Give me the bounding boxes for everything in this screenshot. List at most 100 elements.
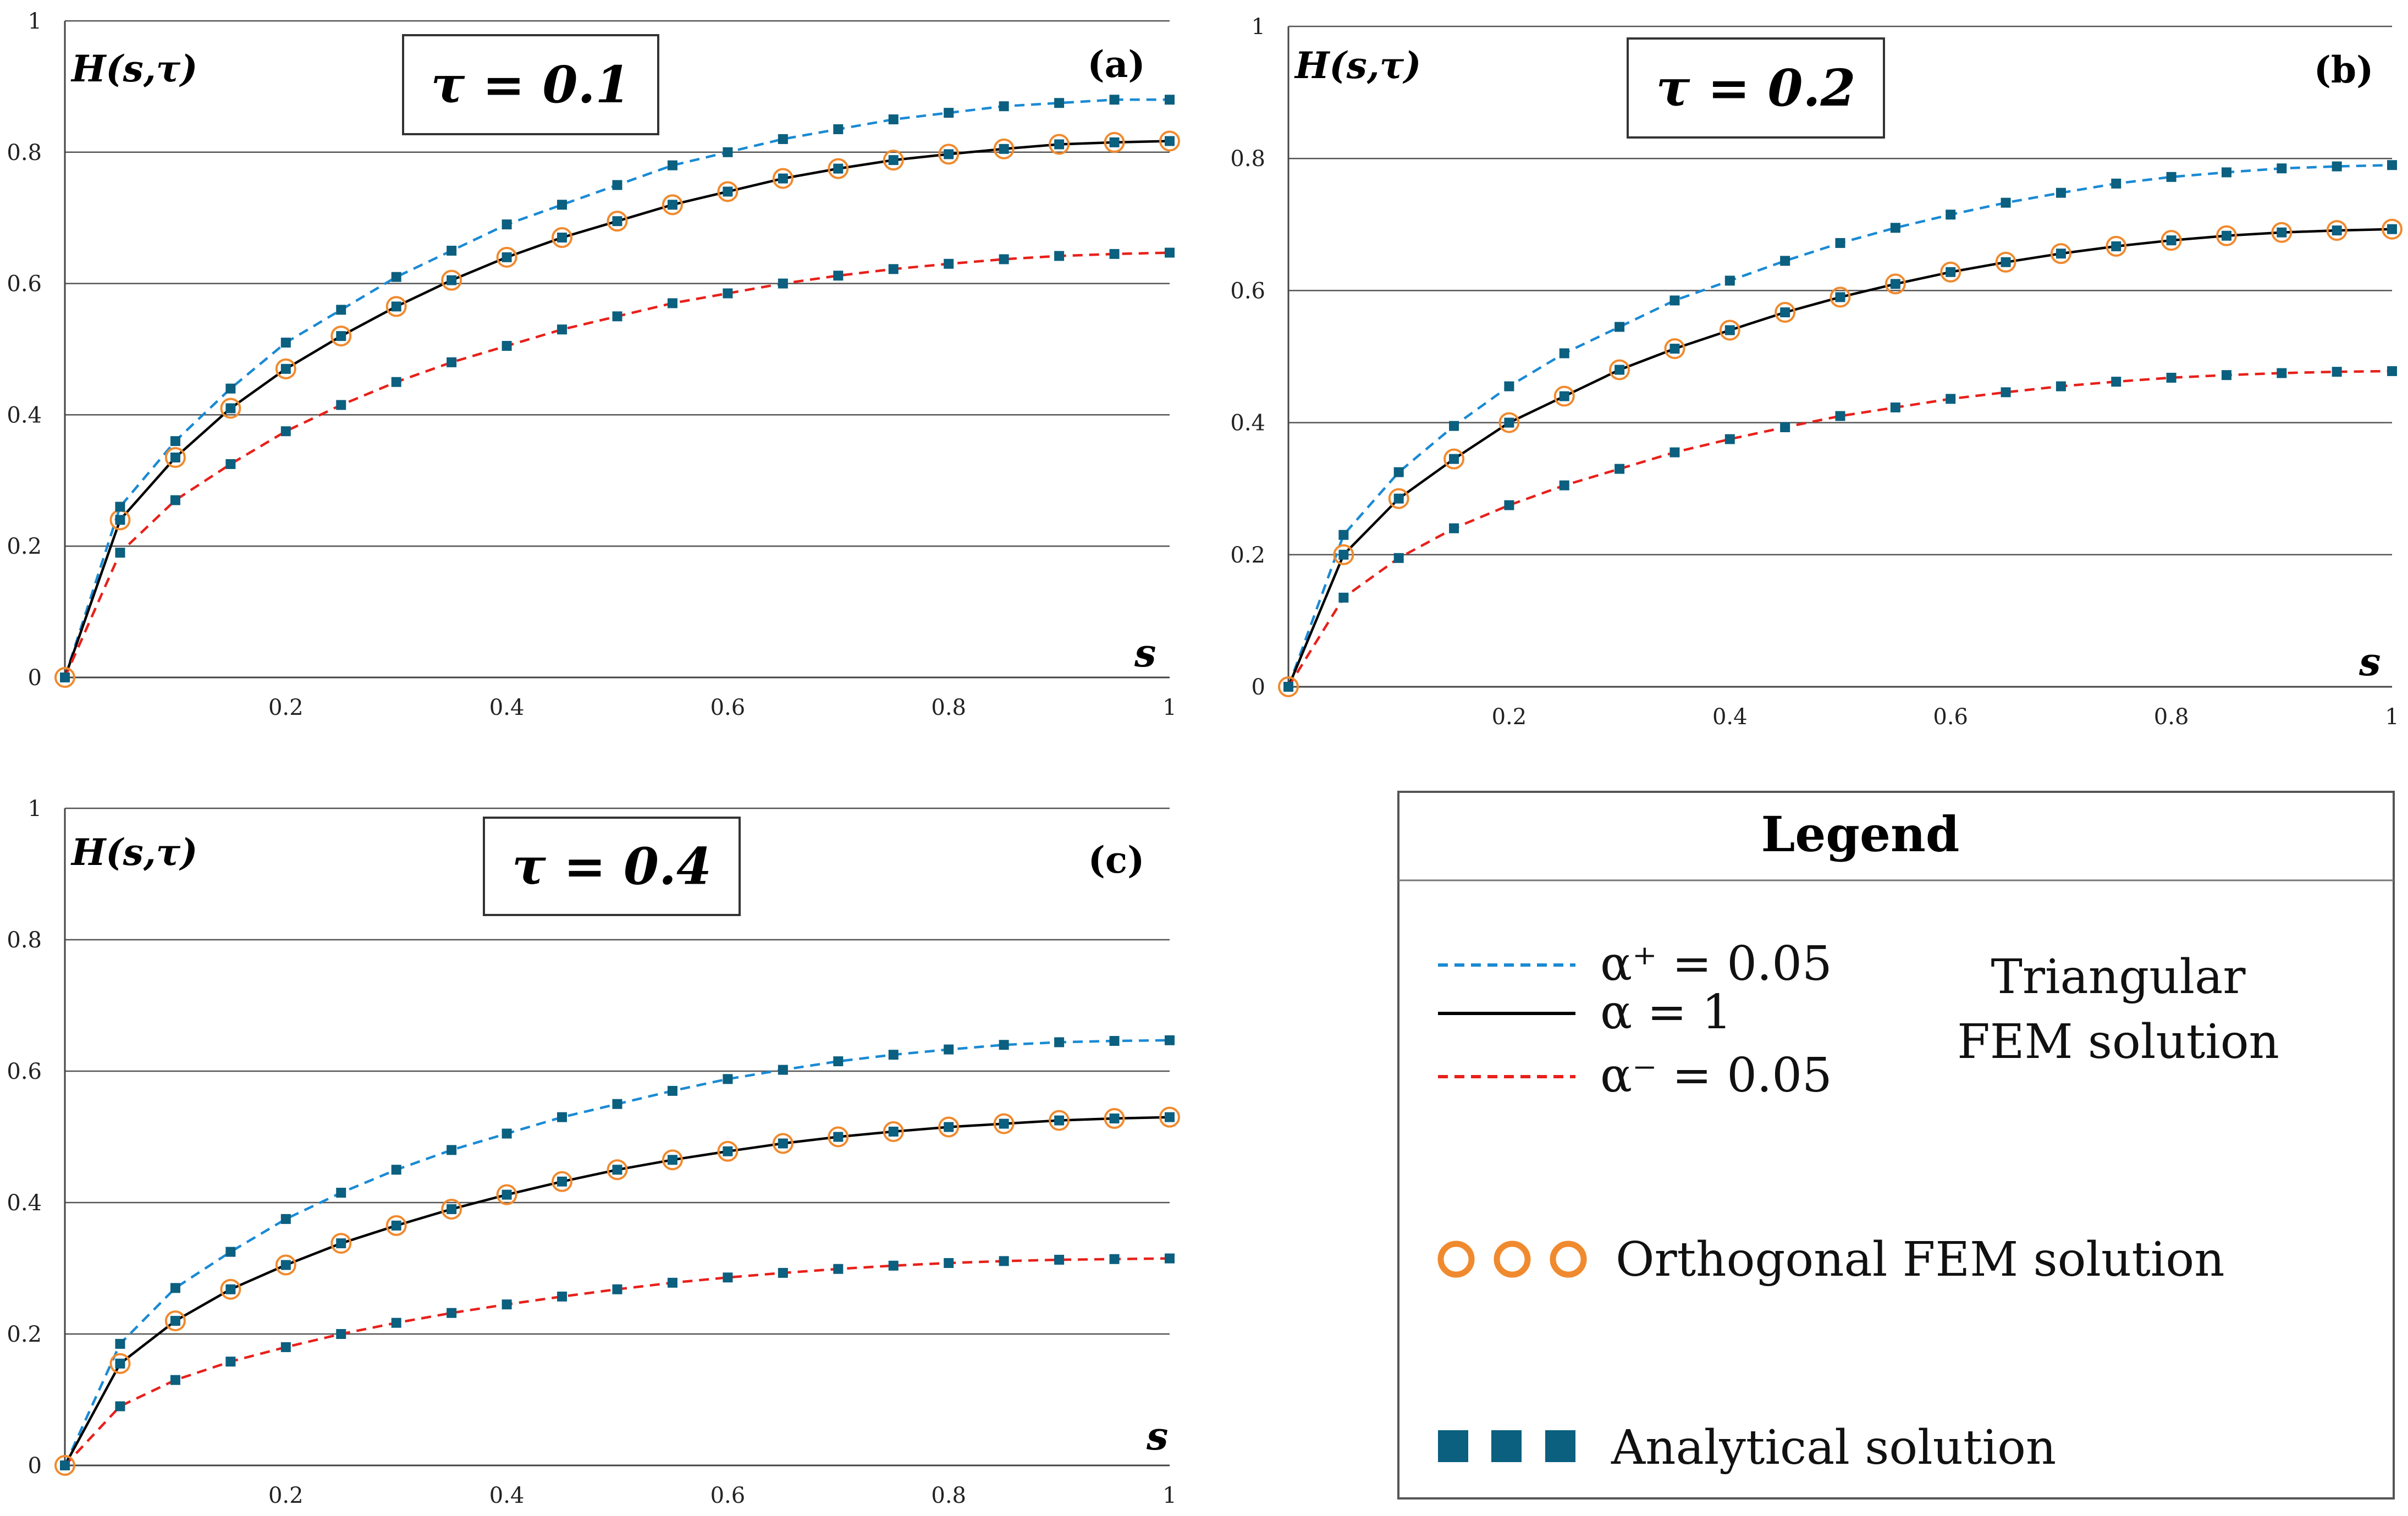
analytical-marker [225, 459, 236, 469]
orthogonal-marker [1609, 359, 1630, 381]
analytical-marker [280, 338, 291, 348]
analytical-marker [336, 1238, 346, 1249]
y-tick-label: 0.8 [1230, 146, 1265, 172]
analytical-marker [170, 1375, 180, 1385]
orthogonal-marker [1498, 412, 1520, 433]
analytical-marker [999, 144, 1009, 154]
analytical-marker [2166, 172, 2176, 182]
analytical-marker [667, 298, 677, 308]
x-tick-label: 0.2 [268, 1483, 304, 1508]
analytical-marker [1946, 210, 1956, 220]
analytical-marker [391, 272, 401, 282]
analytical-marker [778, 134, 788, 144]
analytical-marker [2056, 188, 2066, 198]
analytical-marker [2277, 163, 2287, 174]
analytical-marker [944, 258, 954, 269]
analytical-marker [1835, 411, 1845, 421]
analytical-marker [447, 357, 457, 367]
analytical-marker [1165, 1035, 1175, 1045]
analytical-marker [447, 1308, 457, 1318]
analytical-marker [944, 1044, 954, 1055]
analytical-marker [667, 200, 677, 210]
orthogonal-marker [1940, 261, 1961, 283]
analytical-marker [2387, 160, 2397, 170]
analytical-marker [557, 1176, 567, 1187]
analytical-marker [667, 1085, 677, 1096]
x-tick-label: 0.8 [2154, 704, 2189, 730]
tau-label: τ = 0.1 [431, 55, 630, 114]
orthogonal-marker [54, 1455, 75, 1476]
analytical-marker [1449, 421, 1459, 431]
orthogonal-marker [883, 1121, 904, 1142]
analytical-marker [833, 271, 844, 281]
analytical-marker [1946, 394, 1956, 404]
y-axis-label: H(s,τ) [70, 831, 197, 874]
analytical-marker [1165, 95, 1175, 105]
analytical-marker [447, 1204, 457, 1214]
chart-panel-a: 0 0.2 0.4 0.6 0.8 1 0.2 0.4 0.6 0.8 1 H(s,τ) s (a) τ =… [7, 9, 1180, 720]
analytical-marker [999, 1256, 1009, 1266]
orthogonal-marker [938, 1116, 960, 1138]
y-tick-label: 0.6 [7, 1059, 42, 1084]
analytical-marker [2166, 372, 2176, 383]
series-line-alpha-minus [1287, 370, 2393, 688]
analytical-marker [1109, 1113, 1120, 1124]
analytical-marker [1890, 223, 1900, 233]
legend-label-alpha-plus: α⁺ = 0.05 [1600, 936, 1832, 991]
analytical-marker [723, 1074, 733, 1084]
analytical-marker [2332, 161, 2342, 172]
orthogonal-marker [938, 144, 960, 165]
analytical-marker [225, 403, 236, 414]
orthogonal-marker [2216, 225, 2237, 246]
analytical-marker [1109, 95, 1120, 105]
orthogonal-marker [552, 227, 573, 249]
orthogonal-marker [828, 158, 849, 179]
analytical-marker [667, 1155, 677, 1165]
legend-label-analytical: Analytical solution [1611, 1420, 2056, 1475]
orthogonal-marker [2161, 230, 2182, 251]
analytical-marker [778, 1065, 788, 1075]
x-tick-label: 0.4 [489, 1483, 525, 1508]
y-tick-label: 0.2 [7, 534, 42, 559]
orthogonal-marker [1553, 385, 1575, 407]
orthogonal-marker [1775, 302, 1796, 323]
legend-orthogonal-marker [1494, 1241, 1531, 1278]
analytical-marker [336, 331, 346, 341]
analytical-marker [888, 1126, 899, 1137]
analytical-marker [502, 219, 512, 230]
analytical-marker [833, 1132, 844, 1142]
analytical-marker [1338, 549, 1349, 560]
analytical-marker [888, 155, 899, 166]
analytical-marker [1393, 553, 1404, 563]
orthogonal-marker [1333, 544, 1354, 565]
orthogonal-marker [2326, 220, 2348, 241]
orthogonal-marker [164, 1310, 186, 1332]
analytical-marker [944, 149, 954, 159]
analytical-marker [391, 301, 401, 312]
orthogonal-marker [1104, 131, 1125, 153]
analytical-marker [888, 1050, 899, 1060]
analytical-marker [999, 254, 1009, 264]
analytical-marker [723, 186, 733, 197]
analytical-marker [1165, 247, 1175, 258]
orthogonal-marker [330, 326, 352, 347]
orthogonal-marker [496, 1184, 517, 1205]
analytical-marker [2277, 227, 2287, 238]
orthogonal-marker [54, 667, 75, 688]
analytical-marker [280, 1342, 291, 1352]
analytical-marker [888, 114, 899, 125]
analytical-marker [1109, 1254, 1120, 1264]
y-tick-label: 0.4 [1230, 411, 1265, 436]
analytical-marker [1614, 365, 1625, 375]
analytical-marker [1283, 682, 1293, 692]
orthogonal-marker [1884, 273, 1906, 295]
legend-analytical-marker [1491, 1430, 1522, 1462]
orthogonal-marker [607, 1159, 628, 1181]
x-tick-label: 0.6 [1933, 704, 1968, 730]
analytical-marker [778, 1267, 788, 1278]
analytical-marker [336, 400, 346, 410]
analytical-marker [2221, 370, 2231, 381]
analytical-marker [115, 1338, 125, 1349]
orthogonal-marker [1049, 1110, 1070, 1131]
analytical-marker [557, 1112, 567, 1122]
